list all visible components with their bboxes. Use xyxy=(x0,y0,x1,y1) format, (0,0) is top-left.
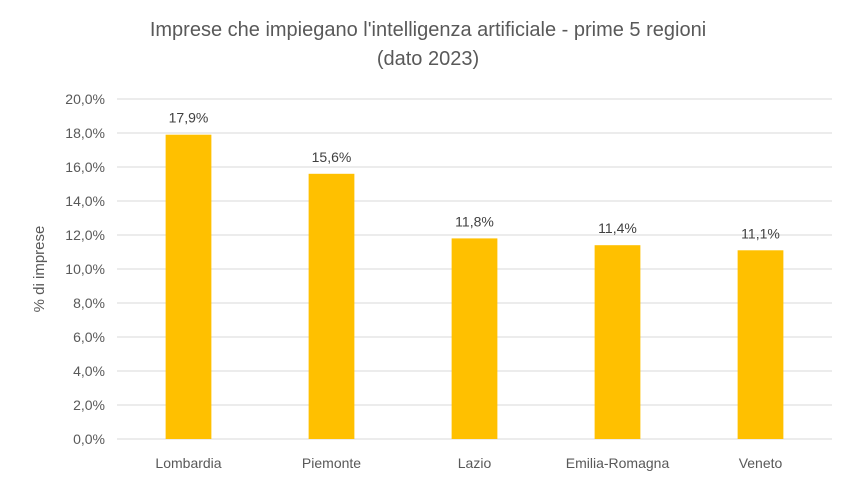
data-label: 17,9% xyxy=(169,110,209,126)
bar xyxy=(737,250,784,439)
x-tick-label: Emilia-Romagna xyxy=(566,455,670,471)
gridlines xyxy=(117,98,832,440)
x-tick-label: Veneto xyxy=(739,455,783,471)
y-tick-label: 8,0% xyxy=(73,295,105,311)
y-tick-label: 6,0% xyxy=(73,329,105,345)
bar xyxy=(594,245,641,439)
chart-title-line-1: Imprese che impiegano l'intelligenza art… xyxy=(149,19,707,41)
data-labels: 17,9% 15,6% 11,8% 11,4% 11,1% xyxy=(169,110,780,242)
x-tick-label: Lazio xyxy=(458,455,492,471)
y-axis-ticks: 0,0% 2,0% 4,0% 6,0% 8,0% 10,0% 12,0% 14,0% 16,0%… xyxy=(65,91,105,447)
y-tick-label: 20,0% xyxy=(65,91,105,107)
data-label: 15,6% xyxy=(312,149,352,165)
chart-title: Imprese che impiegano l'intelligenza art… xyxy=(0,16,856,74)
data-label: 11,1% xyxy=(741,225,780,241)
y-tick-label: 12,0% xyxy=(65,227,105,243)
y-tick-label: 18,0% xyxy=(65,125,105,141)
x-tick-label: Piemonte xyxy=(302,455,361,471)
y-tick-label: 10,0% xyxy=(65,261,105,277)
bar xyxy=(165,134,212,439)
y-tick-label: 0,0% xyxy=(73,431,105,447)
x-axis-ticks: Lombardia Piemonte Lazio Emilia-Romagna Vene… xyxy=(155,455,782,471)
y-tick-label: 2,0% xyxy=(73,397,105,413)
y-tick-label: 14,0% xyxy=(65,193,105,209)
y-tick-label: 16,0% xyxy=(65,159,105,175)
x-tick-label: Lombardia xyxy=(155,455,221,471)
bar xyxy=(451,238,498,439)
bar xyxy=(308,173,355,440)
data-label: 11,4% xyxy=(598,220,637,236)
y-axis-title: % di imprese xyxy=(31,226,48,313)
y-tick-label: 4,0% xyxy=(73,363,105,379)
bars xyxy=(165,134,784,440)
data-label: 11,8% xyxy=(455,213,494,229)
chart-title-line-2: (dato 2023) xyxy=(376,48,480,70)
